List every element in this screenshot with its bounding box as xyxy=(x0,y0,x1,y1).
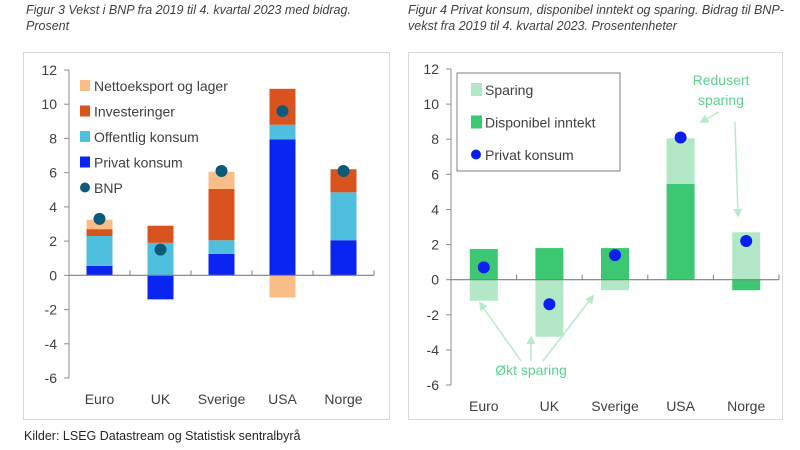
figure-3-frame: 12 10 8 6 4 2 0 -2 -4 -6 Euro UK Sverige USA Norge Nett… xyxy=(23,52,390,420)
marker-privat-konsum-sverige xyxy=(609,249,621,262)
category-label: Euro xyxy=(85,391,115,407)
category-label: USA xyxy=(666,398,695,414)
bar-offentlig-konsum-norge xyxy=(330,192,357,241)
y-tick-label: 6 xyxy=(49,165,57,181)
figure-4-legend: Sparing Disponibel inntekt Privat konsum xyxy=(456,72,621,172)
marker-bnp-uk xyxy=(154,243,167,256)
bar-privat-konsum-sverige xyxy=(208,253,235,276)
bar-investeringer-norge xyxy=(330,169,357,193)
y-tick-label: -4 xyxy=(427,342,440,358)
bar-offentlig-konsum-euro xyxy=(86,235,113,266)
legend-swatch-bnp xyxy=(80,182,90,193)
figure-3-chart: 12 10 8 6 4 2 0 -2 -4 -6 Euro UK Sverige USA Norge Nett… xyxy=(41,62,375,407)
figure-4-frame: 12 10 8 6 4 2 0 -2 -4 -6 Euro UK Sverige USA Norge Spar… xyxy=(408,52,783,420)
figure-4-chart: 12 10 8 6 4 2 0 -2 -4 -6 Euro UK Sverige USA Norge Spar… xyxy=(423,61,780,414)
marker-bnp-sverige xyxy=(215,164,228,177)
y-tick-label: 0 xyxy=(49,267,57,283)
bar-disponibel-inntekt-uk xyxy=(535,248,564,280)
legend-swatch-offentlig-konsum xyxy=(80,131,90,142)
y-tick-label: -2 xyxy=(45,302,58,318)
bar-disponibel-inntekt-usa xyxy=(666,183,695,280)
y-tick-label: 12 xyxy=(423,61,439,77)
legend-label: Disponibel inntekt xyxy=(485,115,596,131)
legend-label: Privat konsum xyxy=(485,147,574,163)
y-tick-label: 8 xyxy=(49,130,57,146)
figure-4-annotations: Redusert sparing Økt sparing xyxy=(478,72,750,378)
category-label: Sverige xyxy=(591,398,639,414)
y-tick-label: 12 xyxy=(41,62,57,78)
marker-privat-konsum-usa xyxy=(674,131,687,144)
legend-swatch-nettoeksport-og-lager xyxy=(80,80,90,91)
bar-offentlig-konsum-usa xyxy=(269,124,296,140)
category-label: Euro xyxy=(469,398,499,414)
legend-swatch-privat-konsum xyxy=(80,156,90,168)
category-label: Sverige xyxy=(198,391,246,407)
y-tick-label: 10 xyxy=(41,96,57,112)
arrow-to-usa xyxy=(699,111,720,123)
marker-bnp-euro xyxy=(93,212,106,225)
legend-swatch-privat-konsum xyxy=(471,149,481,160)
legend-label: Sparing xyxy=(485,82,533,98)
bar-privat-konsum-euro xyxy=(86,265,113,276)
legend-label: Investeringer xyxy=(94,104,175,120)
category-label: Norge xyxy=(727,398,765,414)
annotation-redusert-sparing-line2: sparing xyxy=(698,92,744,108)
legend-label: Offentlig konsum xyxy=(94,129,199,145)
y-tick-label: 4 xyxy=(431,201,439,217)
bar-sparing-usa xyxy=(666,138,695,184)
legend-label: Privat konsum xyxy=(94,155,183,171)
annotation-okt-sparing: Økt sparing xyxy=(495,362,567,378)
y-tick-label: 2 xyxy=(431,237,439,253)
y-tick-label: -6 xyxy=(45,370,58,386)
bar-nettoeksport-og-lager-sverige xyxy=(208,171,235,189)
figure-3-legend: Nettoeksport og lager Investeringer Offent… xyxy=(80,78,228,196)
y-tick-label: 6 xyxy=(431,166,439,182)
legend-swatch-disponibel-inntekt xyxy=(471,115,482,129)
bar-investeringer-uk xyxy=(147,225,174,243)
marker-bnp-usa xyxy=(276,105,289,118)
bar-nettoeksport-og-lager-uk xyxy=(147,299,174,301)
y-tick-label: -6 xyxy=(427,377,440,393)
y-tick-label: 0 xyxy=(431,272,439,288)
y-tick-label: -2 xyxy=(427,307,440,323)
bar-privat-konsum-usa xyxy=(269,139,296,276)
bar-sparing-sverige xyxy=(601,279,629,291)
marker-privat-konsum-uk xyxy=(543,298,556,311)
category-label: USA xyxy=(268,391,297,407)
category-label: UK xyxy=(540,398,560,414)
y-tick-label: 4 xyxy=(49,199,57,215)
legend-swatch-sparing xyxy=(471,83,482,96)
legend-box xyxy=(456,72,621,172)
category-label: UK xyxy=(151,391,171,407)
bar-privat-konsum-uk xyxy=(147,275,174,300)
legend-swatch-investeringer xyxy=(80,105,90,117)
bar-investeringer-euro xyxy=(86,229,113,236)
y-tick-label: -4 xyxy=(45,336,58,352)
legend-label: Nettoeksport og lager xyxy=(94,78,228,94)
bar-nettoeksport-og-lager-usa xyxy=(269,275,296,298)
figure-4-caption: Figur 4 Privat konsum, disponibel inntek… xyxy=(408,3,784,33)
bar-offentlig-konsum-sverige xyxy=(208,240,235,254)
y-tick-label: 10 xyxy=(423,96,439,112)
bar-investeringer-sverige xyxy=(208,188,235,241)
y-tick-label: 2 xyxy=(49,233,57,249)
bar-privat-konsum-norge xyxy=(330,240,357,276)
category-label: Norge xyxy=(324,391,362,407)
marker-privat-konsum-norge xyxy=(740,235,753,248)
figure-3-caption: Figur 3 Vekst i BNP fra 2019 til 4. kvar… xyxy=(26,3,351,33)
sources-footer: Kilder: LSEG Datastream og Statistisk se… xyxy=(24,429,301,443)
bar-sparing-euro xyxy=(469,279,498,301)
arrow-to-sverige xyxy=(542,294,595,362)
bar-disponibel-inntekt-norge xyxy=(732,279,761,291)
arrow-to-euro xyxy=(478,301,522,362)
marker-privat-konsum-euro xyxy=(477,261,490,274)
annotation-redusert-sparing-line1: Redusert xyxy=(693,72,750,88)
legend-label: BNP xyxy=(94,180,123,196)
arrow-to-norge xyxy=(733,121,743,218)
y-tick-label: 8 xyxy=(431,131,439,147)
marker-bnp-norge xyxy=(337,164,350,177)
